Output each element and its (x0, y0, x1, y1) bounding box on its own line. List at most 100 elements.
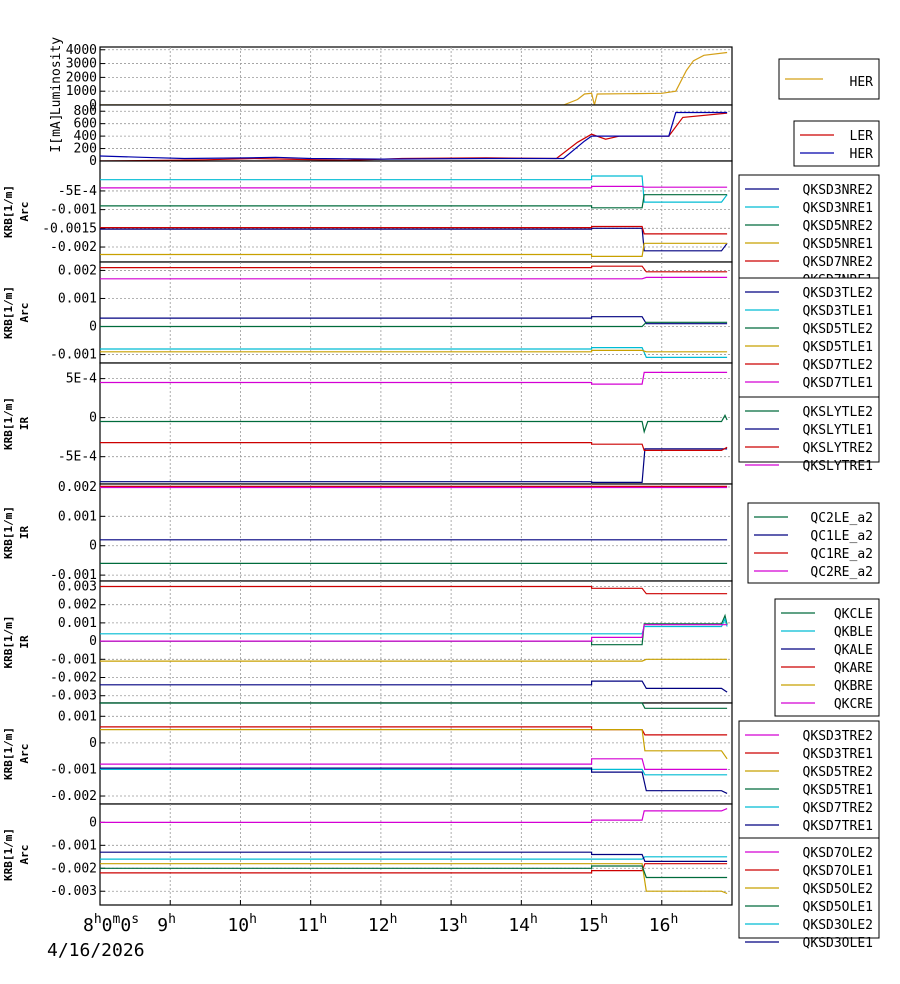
legend-label: QC2RE_a2 (810, 565, 873, 580)
plot-area-1 (99, 46, 733, 106)
x-tick-label: 16h (649, 912, 679, 936)
y-axis-label: KRB[1/m] (2, 727, 15, 780)
x-tick-label: 13h (438, 912, 468, 936)
y-tick-label: -0.002 (50, 240, 97, 255)
series-line-QKSD3TLE1 (100, 347, 728, 358)
series-line-QKSD7NRE1 (100, 185, 728, 189)
legend-box (738, 174, 880, 296)
legend-box (738, 720, 880, 842)
legend-label: QKSD3NRE1 (803, 201, 873, 216)
y-axis-label-2: IR (18, 417, 31, 431)
y-tick-label: -5E-4 (58, 184, 97, 199)
series-line-QKSD5TRE2 (100, 729, 728, 760)
series-line-QKSD7NRE2 (100, 225, 728, 235)
y-tick-label: 0 (89, 736, 97, 751)
legend-label: HER (850, 147, 874, 162)
legend-box (747, 502, 880, 584)
legend-box (774, 598, 880, 717)
legend-label: LER (850, 129, 874, 144)
y-tick-label: -0.001 (50, 203, 97, 218)
y-axis-label: KRB[1/m] (2, 616, 15, 669)
x-tick-label-start: 8h0m0s (83, 912, 139, 936)
y-axis-label-2: Arc (18, 303, 31, 323)
y-tick-label: -0.002 (50, 861, 97, 876)
y-axis-label: KRB[1/m] (2, 286, 15, 339)
y-axis-label: KRB[1/m] (2, 185, 15, 238)
plot-area-2 (99, 104, 733, 162)
y-axis-label-2: IR (18, 635, 31, 649)
legend-label: QKSD5TLE1 (803, 340, 873, 355)
series-line-QKSD7TLE1 (100, 276, 728, 280)
y-tick-label: 0 (89, 154, 97, 169)
plot-area-3 (99, 160, 733, 263)
y-tick-label: 0 (89, 634, 97, 649)
legend-label: QC1RE_a2 (810, 547, 873, 562)
y-tick-label: -0.003 (50, 689, 97, 704)
legend-label: QKSD5TRE2 (803, 765, 873, 780)
series-line-QKBRE (100, 658, 728, 662)
legend-label: QKSLYTLE2 (803, 405, 873, 420)
series-line-QKARE (100, 585, 728, 595)
series-line-QKSLYTLE2 (100, 413, 728, 434)
legend-box (793, 120, 880, 167)
series-line-QKSD7TRE2 (100, 768, 728, 776)
plot-area-6 (99, 483, 733, 582)
y-tick-label: -0.0015 (42, 221, 97, 236)
series-line-QKSD3OLE1 (100, 851, 728, 862)
x-tick-label: 15h (579, 912, 609, 936)
y-tick-label: 4000 (66, 43, 97, 58)
y-tick-label: 0.002 (58, 263, 97, 278)
y-tick-label: 2000 (66, 70, 97, 85)
legend-label: QKSD3OLE1 (803, 936, 873, 951)
series-line-QKSD3OLE2 (100, 856, 728, 860)
series-line-QKSD5TLE1 (100, 349, 728, 353)
y-tick-label: -0.001 (50, 652, 97, 667)
y-axis-label-2: Arc (18, 202, 31, 222)
y-tick-label: -0.002 (50, 789, 97, 804)
legend-label: QKSD5NRE1 (803, 237, 873, 252)
plot-area-8 (99, 702, 733, 805)
y-tick-label: 600 (74, 117, 97, 132)
legend-label: QKSLYTRE2 (803, 441, 873, 456)
y-tick-label: 3000 (66, 57, 97, 72)
legend-label: QC1LE_a2 (810, 529, 873, 544)
legend-label: QKSD7TLE1 (803, 376, 873, 391)
x-tick-label: 10h (227, 912, 257, 936)
y-tick-label: 0.002 (58, 598, 97, 613)
legend-label: QC2LE_a2 (810, 511, 873, 526)
y-tick-label: 5E-4 (66, 372, 97, 387)
legend-label: QKSD7NRE2 (803, 255, 873, 270)
y-tick-label: 800 (74, 104, 97, 119)
legend-label: QKSLYTLE1 (803, 423, 873, 438)
series-line-QKSLYTRE2 (100, 442, 728, 451)
series-line-HER (100, 51, 728, 106)
legend-label: HER (850, 75, 874, 90)
x-tick-label: 12h (368, 912, 398, 936)
y-tick-label: 1000 (66, 84, 97, 99)
y-tick-label: 0.001 (58, 291, 97, 306)
legend-label: QKSD3NRE2 (803, 183, 873, 198)
legend-label: QKSD5OLE2 (803, 882, 873, 897)
y-axis-label-2: Arc (18, 744, 31, 764)
legend-label: QKSD7TRE2 (803, 801, 873, 816)
legend-label: QKBRE (834, 679, 873, 694)
y-axis-label: KRB[1/m] (2, 828, 15, 881)
legend-label: QKALE (834, 643, 873, 658)
legend-label: QKSD7TLE2 (803, 358, 873, 373)
series-line-QKSD7TRE1 (100, 767, 728, 794)
y-axis-label: KRB[1/m] (2, 506, 15, 559)
y-tick-label: 0 (89, 98, 97, 113)
series-line-QKALE (100, 680, 728, 693)
y-axis-label: Luminosity (49, 37, 64, 115)
legend-label: QKARE (834, 661, 873, 676)
y-tick-label: -5E-4 (58, 450, 97, 465)
y-axis-label-2: Arc (18, 845, 31, 865)
y-tick-label: 0.001 (58, 709, 97, 724)
legend-label: QKSD3TRE1 (803, 747, 873, 762)
series-line-QKSLYTRE1 (100, 371, 728, 385)
y-tick-label: -0.001 (50, 568, 97, 583)
y-tick-label: 0.001 (58, 616, 97, 631)
x-tick-label: 11h (298, 912, 328, 936)
legend-label: QKBLE (834, 625, 873, 640)
